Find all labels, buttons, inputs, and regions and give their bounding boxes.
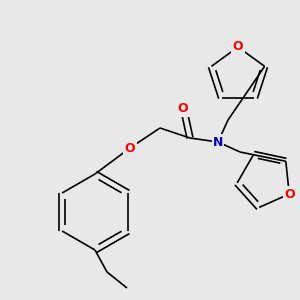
Text: O: O [125,142,135,154]
Text: O: O [284,188,295,200]
Text: N: N [213,136,223,148]
Text: O: O [233,40,243,53]
Text: O: O [178,103,188,116]
